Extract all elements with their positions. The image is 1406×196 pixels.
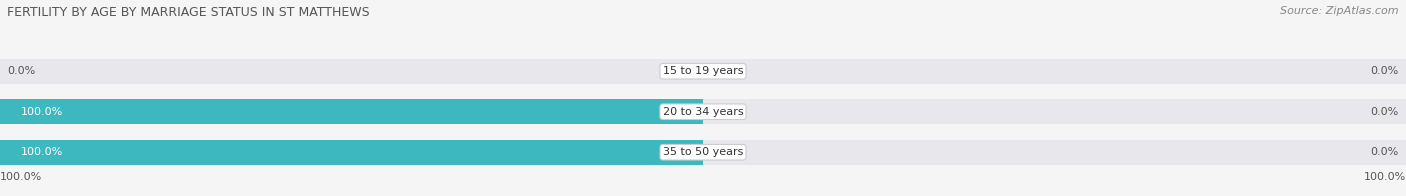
Text: 35 to 50 years: 35 to 50 years bbox=[662, 147, 744, 157]
Text: 15 to 19 years: 15 to 19 years bbox=[662, 66, 744, 76]
Text: 100.0%: 100.0% bbox=[0, 172, 42, 182]
Text: 20 to 34 years: 20 to 34 years bbox=[662, 107, 744, 117]
Text: 0.0%: 0.0% bbox=[1371, 147, 1399, 157]
Text: 100.0%: 100.0% bbox=[21, 147, 63, 157]
Bar bbox=[0, 59, 1406, 84]
Text: 0.0%: 0.0% bbox=[1371, 107, 1399, 117]
Text: 0.0%: 0.0% bbox=[1371, 66, 1399, 76]
Bar bbox=[0, 99, 703, 124]
Text: FERTILITY BY AGE BY MARRIAGE STATUS IN ST MATTHEWS: FERTILITY BY AGE BY MARRIAGE STATUS IN S… bbox=[7, 6, 370, 19]
Bar bbox=[0, 140, 1406, 165]
Text: 100.0%: 100.0% bbox=[21, 107, 63, 117]
Text: Source: ZipAtlas.com: Source: ZipAtlas.com bbox=[1281, 6, 1399, 16]
Bar bbox=[0, 140, 703, 165]
Bar bbox=[0, 99, 1406, 124]
Text: 0.0%: 0.0% bbox=[7, 66, 35, 76]
Text: 100.0%: 100.0% bbox=[1364, 172, 1406, 182]
